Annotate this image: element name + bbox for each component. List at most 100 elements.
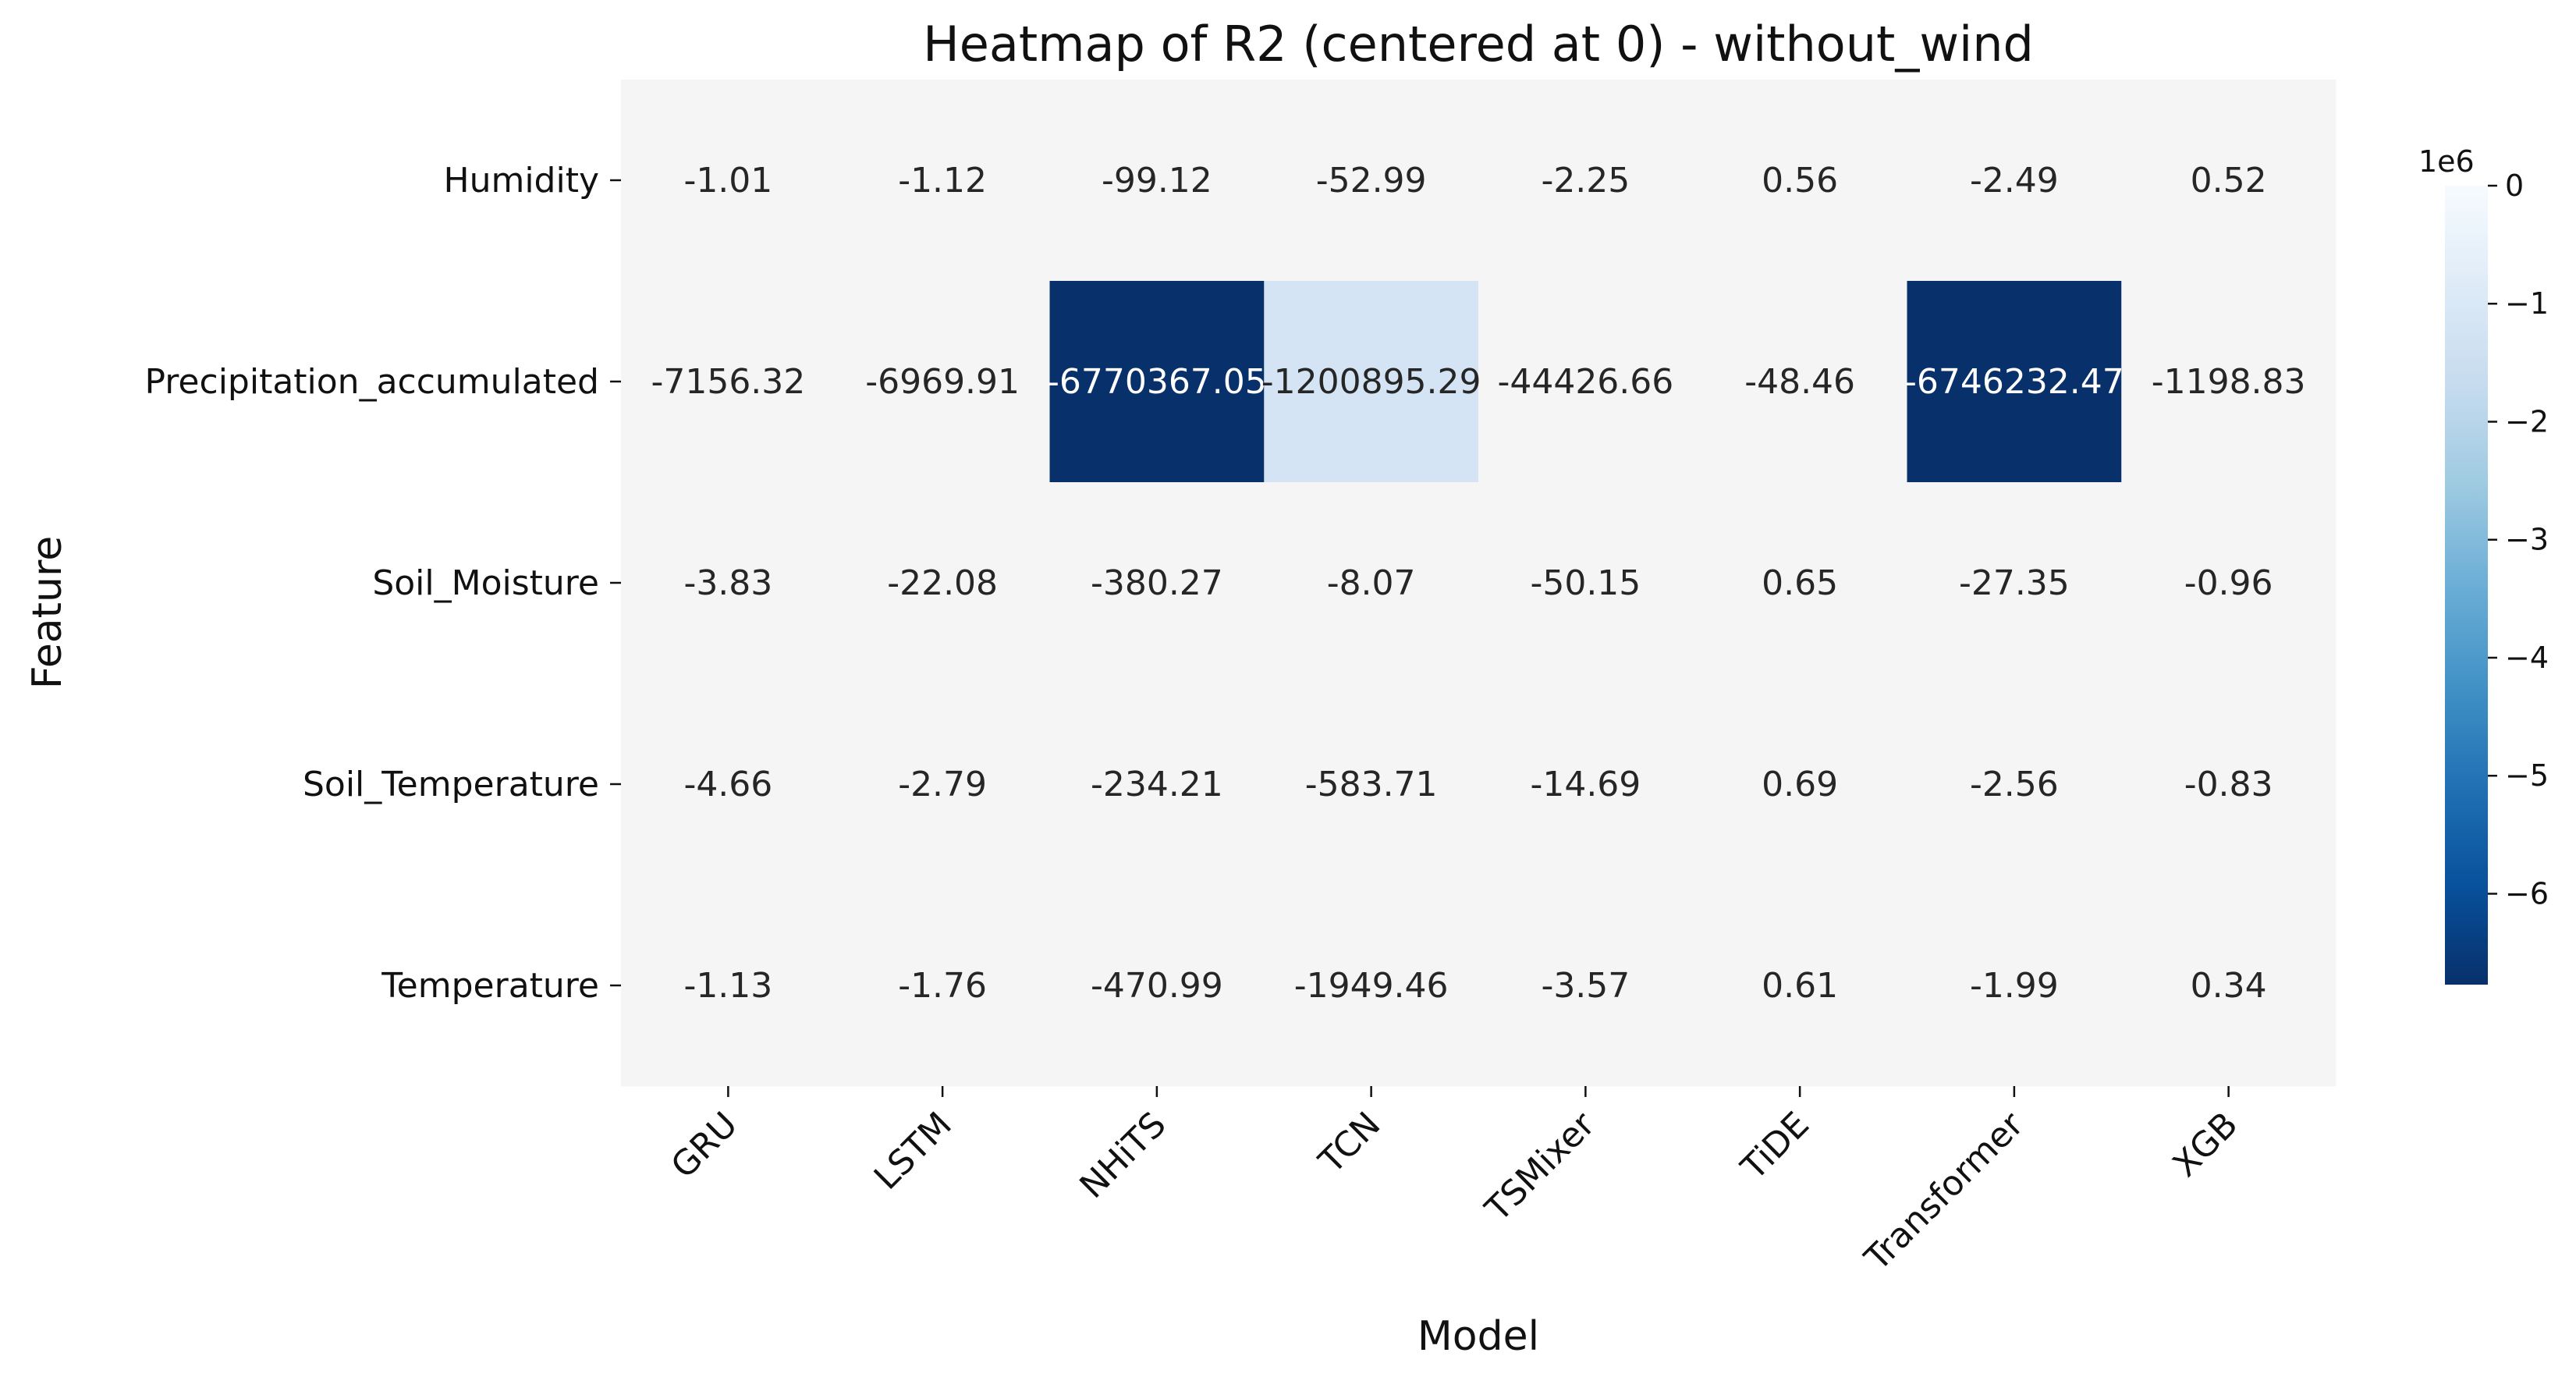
- heatmap-cell: [2121, 683, 2336, 886]
- x-tick-label: LSTM: [867, 1105, 960, 1198]
- heatmap-cell-value: -6969.91: [865, 362, 1020, 402]
- heatmap-cell: [621, 80, 836, 282]
- heatmap-cell-value: -1.12: [898, 161, 987, 201]
- x-tick-label: GRU: [664, 1105, 746, 1187]
- colorbar-tick-label: 0: [2505, 169, 2524, 203]
- colorbar-tick-label: −4: [2505, 641, 2549, 675]
- heatmap-cell: [621, 281, 836, 483]
- heatmap-cell: [1907, 885, 2122, 1087]
- heatmap-cell: [1049, 482, 1265, 684]
- colorbar-ticks: 0 −1 −2 −3 −4 −5 −6: [2488, 169, 2549, 911]
- heatmap-cell-value: 0.34: [2191, 966, 2267, 1006]
- y-tick-label: Soil_Moisture: [372, 563, 599, 603]
- x-tick-label: NHiTS: [1073, 1105, 1174, 1206]
- heatmap-cell-value: -6746232.47: [1904, 362, 2124, 402]
- heatmap-cell-value: -1.76: [898, 966, 987, 1006]
- heatmap-cell-value: -50.15: [1530, 563, 1641, 603]
- heatmap-cell: [1049, 80, 1265, 282]
- heatmap-cell: [835, 885, 1050, 1087]
- heatmap-cell-value: -1.99: [1970, 966, 2059, 1006]
- heatmap-cell-value: -2.25: [1541, 161, 1630, 201]
- heatmap-cell: [1478, 683, 1694, 886]
- heatmap-cell-value: -6770367.05: [1047, 362, 1267, 402]
- y-tick-label: Soil_Temperature: [303, 765, 599, 804]
- heatmap-cell: [2121, 482, 2336, 684]
- y-tick-label: Precipitation_accumulated: [145, 362, 599, 402]
- heatmap-cell: [1049, 281, 1265, 483]
- heatmap-cell: [1264, 80, 1479, 282]
- heatmap-cell: [1049, 885, 1265, 1087]
- y-tick-label: Humidity: [443, 161, 599, 201]
- heatmap-cell: [1692, 80, 1907, 282]
- heatmap-cell: [835, 80, 1050, 282]
- heatmap-cell: [835, 482, 1050, 684]
- y-axis-ticks: Humidity Precipitation_accumulated Soil_Mo…: [145, 161, 621, 1006]
- heatmap-cell: [1692, 482, 1907, 684]
- heatmap-cell: [621, 885, 836, 1087]
- heatmap-cell-value: -0.83: [2184, 765, 2273, 804]
- heatmap-cell-value: 0.56: [1762, 161, 1838, 201]
- heatmap-cell: [2121, 885, 2336, 1087]
- heatmap-cell-value: -1200895.29: [1261, 362, 1481, 402]
- x-axis-label: Model: [1418, 1313, 1539, 1360]
- heatmap-cell: [835, 683, 1050, 886]
- heatmap-cell: [835, 281, 1050, 483]
- heatmap-cell: [1264, 482, 1479, 684]
- colorbar-tick-label: −2: [2505, 404, 2549, 438]
- heatmap-cell-value: -27.35: [1959, 563, 2070, 603]
- x-tick-label: Transformer: [1857, 1104, 2031, 1279]
- x-tick-label: TiDE: [1733, 1105, 1817, 1188]
- colorbar: [2445, 186, 2488, 985]
- heatmap-cell: [1478, 281, 1694, 483]
- heatmap-cell-value: -583.71: [1305, 765, 1438, 804]
- heatmap-cell-value: -2.79: [898, 765, 987, 804]
- heatmap-cell-value: -44426.66: [1497, 362, 1673, 402]
- chart-title: Heatmap of R2 (centered at 0) - without_…: [923, 16, 2034, 73]
- x-tick-label: XGB: [2166, 1105, 2246, 1185]
- heatmap-cell-value: 0.52: [2191, 161, 2267, 201]
- y-axis-label: Feature: [24, 536, 71, 690]
- heatmap-cell-value: 0.65: [1762, 563, 1838, 603]
- colorbar-tick-label: −6: [2505, 876, 2549, 911]
- x-axis-ticks: GRU LSTM NHiTS TCN TSMixer TiDE Transformer XGB: [664, 1086, 2246, 1279]
- heatmap-cell-value: -2.56: [1970, 765, 2059, 804]
- heatmap-cell-value: -380.27: [1091, 563, 1223, 603]
- heatmap-cell-labels: -1.01 -1.12 -99.12 -52.99 -2.25 0.56 -2.49 0.52…: [651, 161, 2305, 1006]
- heatmap-cell-value: -234.21: [1091, 765, 1223, 804]
- heatmap-cell-value: -1198.83: [2152, 362, 2306, 402]
- heatmap-cell-value: -1.01: [683, 161, 772, 201]
- heatmap-cell-value: -4.66: [683, 765, 772, 804]
- heatmap-cell: [1907, 281, 2122, 483]
- colorbar-offset-label: 1e6: [2418, 144, 2475, 179]
- heatmap-cell-value: -1949.46: [1294, 966, 1449, 1006]
- heatmap-cell: [2121, 281, 2336, 483]
- heatmap-cell-value: -22.08: [887, 563, 998, 603]
- heatmap-cell-value: -8.07: [1327, 563, 1416, 603]
- heatmap-cell: [1692, 683, 1907, 886]
- heatmap-cell: [1264, 281, 1479, 483]
- colorbar-tick-label: −5: [2505, 758, 2549, 793]
- heatmap-cell: [1907, 482, 2122, 684]
- heatmap-cell: [1907, 80, 2122, 282]
- colorbar-tick-label: −3: [2505, 523, 2549, 557]
- x-tick-label: TSMixer: [1478, 1104, 1603, 1230]
- heatmap-cell: [1907, 683, 2122, 886]
- heatmap-cell: [621, 683, 836, 886]
- y-tick-label: Temperature: [381, 966, 599, 1006]
- heatmap-cell: [1692, 281, 1907, 483]
- heatmap-cell: [1478, 80, 1694, 282]
- heatmap-cell-value: -1.13: [683, 966, 772, 1006]
- heatmap-cell: [1264, 885, 1479, 1087]
- heatmap-cell-value: -7156.32: [651, 362, 805, 402]
- heatmap-cell: [2121, 80, 2336, 282]
- heatmap-cell-value: -2.49: [1970, 161, 2059, 201]
- heatmap-cell: [1264, 683, 1479, 886]
- colorbar-tick-label: −1: [2505, 286, 2549, 321]
- heatmap-cell-value: -470.99: [1091, 966, 1223, 1006]
- heatmap-cell: [1478, 482, 1694, 684]
- heatmap-cell: [1692, 885, 1907, 1087]
- heatmap-cell-value: -48.46: [1744, 362, 1855, 402]
- heatmap-cell-value: -14.69: [1530, 765, 1641, 804]
- x-tick-label: TCN: [1311, 1105, 1388, 1182]
